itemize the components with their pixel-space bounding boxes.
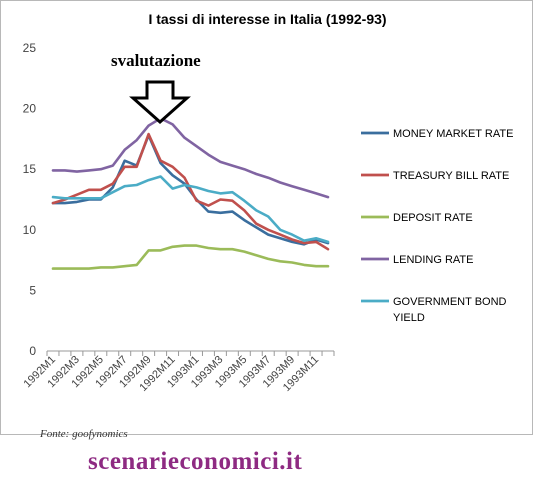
legend: MONEY MARKET RATE TREASURY BILL RATE DEPOS… <box>361 128 513 324</box>
series-lines <box>51 117 330 270</box>
series-line-government-bond-yield <box>51 175 330 244</box>
y-tick-label: 10 <box>23 223 37 237</box>
legend-label: GOVERNMENT BOND <box>393 296 507 308</box>
legend-label: MONEY MARKET RATE <box>393 128 513 140</box>
y-tick-label: 20 <box>23 102 37 116</box>
series-line-treasury-bill-rate <box>51 132 330 251</box>
annotation-arrow <box>129 80 191 125</box>
y-tick-label: 25 <box>23 41 37 55</box>
series-line-lending-rate <box>51 117 330 199</box>
legend-label: TREASURY BILL RATE <box>393 170 509 182</box>
series-line-deposit-rate <box>51 244 330 270</box>
y-tick-label: 0 <box>29 344 36 358</box>
source-note: Fonte: goofynomics <box>40 428 128 440</box>
y-tick-label: 5 <box>29 283 36 297</box>
down-arrow-icon <box>129 80 191 125</box>
legend-label: LENDING RATE <box>393 254 473 266</box>
chart-svg: 05101520251992M11992M31992M51992M71992M9… <box>21 41 513 394</box>
axes: 05101520251992M11992M31992M51992M71992M9… <box>21 41 335 394</box>
y-tick-label: 15 <box>23 162 37 176</box>
legend-label: DEPOSIT RATE <box>393 212 473 224</box>
watermark: scenarieconomici.it <box>88 448 303 475</box>
chart-frame: 0 5 10 15 20 25 1992M1 1992M3 1992M5 1992M7 1992M9… <box>0 0 533 435</box>
annotation-svalutazione: svalutazione <box>111 51 201 70</box>
chart-title: I tassi di interesse in Italia (1992-93) <box>148 11 387 27</box>
legend-label: YIELD <box>393 312 425 324</box>
